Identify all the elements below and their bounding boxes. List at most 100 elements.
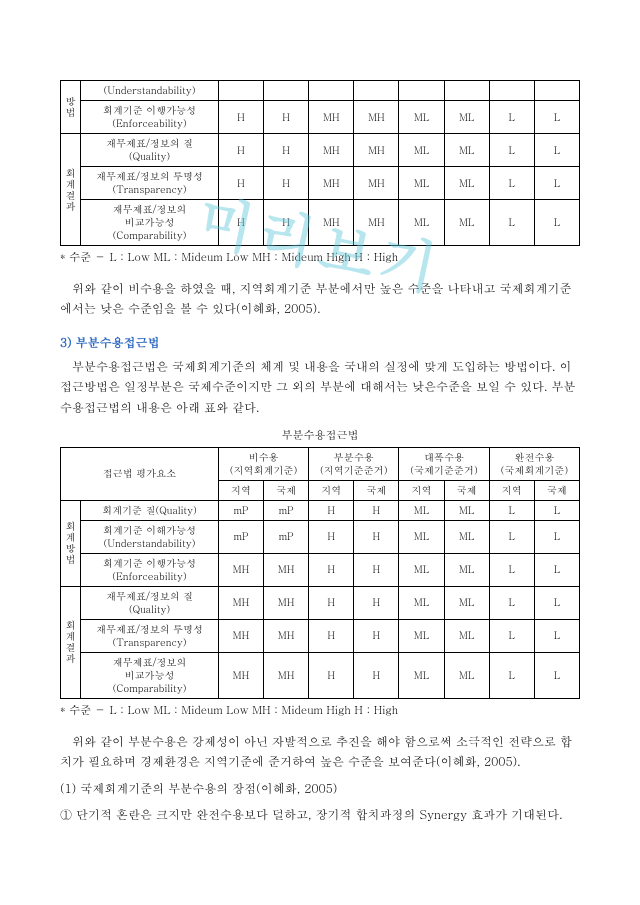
cell: L [534, 500, 579, 520]
paragraph-4: (1) 국제회계기준의 부분수용의 장점(이혜화, 2005) [60, 779, 580, 799]
cell: ML [399, 652, 444, 698]
subheader-cell: 국제 [534, 480, 579, 500]
cell: L [489, 553, 534, 586]
paragraph-1: 위와 같이 비수용을 하였을 때, 지역회계기준 부분에서만 높은 수준을 나타… [60, 279, 580, 320]
cell [354, 81, 399, 101]
row-group-label: 방법 [61, 81, 81, 134]
table-row: 재무제표/정보의 투명성(Transparency)MHMHHHMLMLLL [61, 619, 580, 652]
cell: L [534, 200, 579, 246]
row-label: 재무제표/정보의비교가능성(Comparability) [81, 200, 219, 246]
subheader-cell: 지역 [309, 480, 354, 500]
cell: ML [444, 134, 489, 167]
table-row: 회계결과재무제표/정보의 질(Quality)HHMHMHMLMLLL [61, 134, 580, 167]
cell: MH [218, 619, 263, 652]
cell: L [489, 652, 534, 698]
row-label: 재무제표/정보의 투명성(Transparency) [81, 619, 219, 652]
cell: H [354, 619, 399, 652]
cell: mP [218, 500, 263, 520]
table-row: 재무제표/정보의비교가능성(Comparability)MHMHHHMLMLLL [61, 652, 580, 698]
cell: L [489, 134, 534, 167]
cell: ML [399, 167, 444, 200]
cell: MH [264, 553, 309, 586]
cell: MH [354, 200, 399, 246]
cell: L [534, 586, 579, 619]
row-label: 회계기준 질(Quality) [81, 500, 219, 520]
subheader-cell: 국제 [354, 480, 399, 500]
paragraph-2: 부분수용접근법은 국제회계기준의 체계 및 내용을 국내의 실정에 맞게 도입하… [60, 357, 580, 418]
cell: MH [309, 167, 354, 200]
header-cell: 완전수용(국제회계기준) [489, 447, 579, 480]
cell: L [489, 586, 534, 619]
cell: H [218, 167, 263, 200]
cell: mP [218, 520, 263, 553]
cell: mP [264, 500, 309, 520]
table-2: 접근법 평가요소비수용(지역회계기준)부분수용(지역기준준거)대폭수용(국제기준… [60, 447, 580, 699]
cell: L [489, 200, 534, 246]
cell: ML [444, 619, 489, 652]
table2-note: * 수준 － L : Low ML : Mideum Low MH : Mide… [60, 703, 580, 718]
cell: ML [444, 500, 489, 520]
table-1: 방법(Understandability)회계기준 이행가능성(Enforcea… [60, 80, 580, 246]
subheader-cell: 국제 [264, 480, 309, 500]
row-label: 회계기준 이행가능성(Enforceability) [81, 101, 219, 134]
table-row: 회계기준 이행가능성(Enforceability)MHMHHHMLMLLL [61, 553, 580, 586]
cell: L [534, 553, 579, 586]
row-label: 회계기준 이행가능성(Enforceability) [81, 553, 219, 586]
cell: H [354, 586, 399, 619]
table2-caption: 부분수용접근법 [60, 428, 580, 443]
cell: H [354, 652, 399, 698]
cell: ML [399, 520, 444, 553]
row-label: 재무제표/정보의 질(Quality) [81, 134, 219, 167]
cell: ML [399, 619, 444, 652]
cell [309, 81, 354, 101]
cell: L [489, 619, 534, 652]
cell: L [489, 167, 534, 200]
cell [218, 81, 263, 101]
table-row: 회계결과재무제표/정보의 질(Quality)MHMHHHMLMLLL [61, 586, 580, 619]
cell: H [218, 101, 263, 134]
subheader-cell: 지역 [399, 480, 444, 500]
row-group-label: 회계방법 [61, 500, 81, 586]
cell: L [534, 101, 579, 134]
paragraph-3: 위와 같이 부분수용은 강제성이 아닌 자발적으로 추진을 해야 함으로써 소극… [60, 732, 580, 773]
cell: L [534, 167, 579, 200]
cell: H [218, 200, 263, 246]
cell: H [354, 500, 399, 520]
subheader-cell: 지역 [218, 480, 263, 500]
table-header-row: 접근법 평가요소비수용(지역회계기준)부분수용(지역기준준거)대폭수용(국제기준… [61, 447, 580, 480]
cell: MH [309, 200, 354, 246]
row-label: 재무제표/정보의비교가능성(Comparability) [81, 652, 219, 698]
cell: ML [399, 500, 444, 520]
cell: MH [218, 586, 263, 619]
cell: MH [218, 652, 263, 698]
cell: H [354, 553, 399, 586]
cell: ML [399, 586, 444, 619]
cell: L [534, 619, 579, 652]
subheader-cell: 국제 [444, 480, 489, 500]
row-label: (Understandability) [81, 81, 219, 101]
cell: ML [399, 101, 444, 134]
table-row: 회계방법회계기준 질(Quality)mPmPHHMLMLLL [61, 500, 580, 520]
cell: MH [264, 586, 309, 619]
cell: H [264, 101, 309, 134]
cell: H [264, 134, 309, 167]
table-row: 재무제표/정보의 투명성(Transparency)HHMHMHMLMLLL [61, 167, 580, 200]
cell: ML [444, 101, 489, 134]
heading-3: 3) 부분수용접근법 [60, 334, 580, 351]
cell: MH [264, 652, 309, 698]
cell: ML [444, 553, 489, 586]
cell: L [534, 520, 579, 553]
cell: ML [444, 586, 489, 619]
cell [399, 81, 444, 101]
row-group-label: 회계결과 [61, 586, 81, 698]
cell [489, 81, 534, 101]
cell [534, 81, 579, 101]
cell: ML [444, 520, 489, 553]
row-group-label: 회계결과 [61, 134, 81, 246]
cell: H [309, 520, 354, 553]
header-cell: 비수용(지역회계기준) [218, 447, 308, 480]
cell: H [309, 553, 354, 586]
cell [264, 81, 309, 101]
cell: MH [309, 134, 354, 167]
cell: ML [444, 652, 489, 698]
